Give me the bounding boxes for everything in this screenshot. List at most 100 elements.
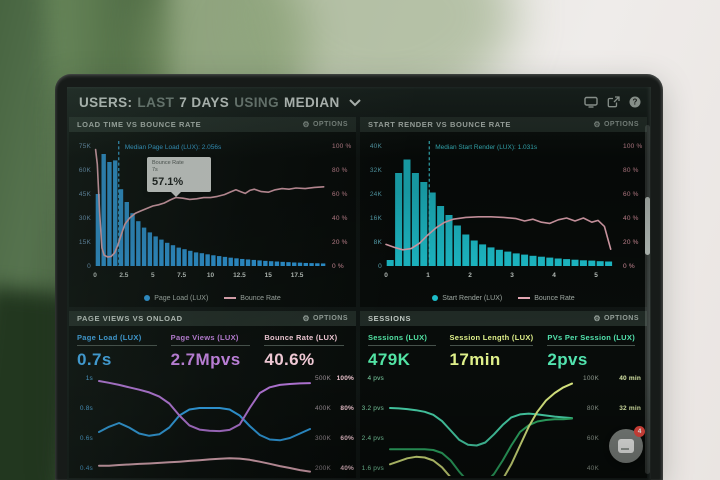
x-axis-tick: 0 xyxy=(93,272,97,279)
line-series xyxy=(98,407,311,442)
sessions-chart[interactable]: 4 pvs 3.2 pvs 2.4 pvs 1.6 pvs 100K 40 min 80K 3… xyxy=(360,370,647,478)
gear-icon: ⚙ xyxy=(593,119,601,129)
page-views-chart[interactable]: 1s 0.8s 0.6s 0.4s 500K 100% 400K 80% 300K 60% 200K… xyxy=(69,370,356,476)
histogram-bar xyxy=(605,261,613,266)
help-icon[interactable]: ? xyxy=(629,96,641,108)
stats-row: Page Load (LUX) 0.7s Page Views (LUX) 2.… xyxy=(69,326,356,370)
histogram-bar xyxy=(176,247,181,266)
y-axis-tick: 1s xyxy=(86,375,94,382)
stat-sessions: Sessions (LUX) 479K xyxy=(368,333,436,370)
x-axis-tick: 12.5 xyxy=(233,272,246,279)
legend-item: Page Load (LUX) xyxy=(144,295,208,302)
legend-line-icon xyxy=(518,297,531,299)
x-axis-tick: 17.5 xyxy=(291,272,304,279)
share-icon[interactable] xyxy=(607,96,620,108)
histogram-bar xyxy=(437,206,445,266)
chart-legend: Start Render (LUX) Bounce Rate xyxy=(360,289,647,307)
histogram-bar xyxy=(165,242,170,266)
options-button[interactable]: ⚙ OPTIONS xyxy=(302,313,348,323)
panel-title: START RENDER VS BOUNCE RATE xyxy=(368,120,512,129)
x-axis-tick: 2 xyxy=(468,272,472,279)
histogram-bar xyxy=(118,189,124,266)
dashboard-screen: USERS: LAST 7 DAYS USING MEDIAN xyxy=(67,87,651,480)
y-axis-tick: 0 xyxy=(87,263,91,270)
display-icon[interactable] xyxy=(584,96,598,108)
scrollbar-thumb[interactable] xyxy=(645,197,650,255)
x-axis-tick: 5 xyxy=(151,272,155,279)
legend-line-icon xyxy=(224,297,237,299)
legend-item: Bounce Rate xyxy=(518,295,575,302)
y-axis-tick: 60K xyxy=(79,167,92,174)
histogram-bar xyxy=(240,258,245,266)
chevron-down-icon[interactable] xyxy=(348,95,361,110)
histogram-bar xyxy=(268,261,274,266)
histogram-bar xyxy=(315,263,320,266)
histogram-bar xyxy=(546,257,554,266)
dashboard-grid: LOAD TIME VS BOUNCE RATE ⚙ OPTIONS 75K 60K… xyxy=(69,117,649,480)
y-axis-tick: 32K xyxy=(370,167,383,174)
scrollbar[interactable] xyxy=(645,125,650,474)
right-axis-tick: 40K xyxy=(587,465,600,472)
x-axis-tick: 4 xyxy=(552,272,556,279)
chat-icon xyxy=(618,439,634,453)
histogram-bar xyxy=(245,259,251,266)
histogram-bar xyxy=(147,232,153,266)
histogram-bar xyxy=(211,255,216,266)
line-series xyxy=(389,382,573,478)
legend-item: Start Render (LUX) xyxy=(432,295,502,302)
tooltip-series: Bounce Rate xyxy=(152,160,184,166)
start-render-chart[interactable]: 40K 32K 24K 16K 8K 0 100 % 80 % 60 % 40 % 20 % 0 % 0… xyxy=(360,132,647,284)
x-axis-tick: 10 xyxy=(207,272,215,279)
right-axis-tick: 60 % xyxy=(623,191,639,198)
histogram-bar xyxy=(274,261,280,266)
chart-tooltip: Bounce Rate 7s 57.1% xyxy=(147,157,211,197)
right-axis-tick: 60K xyxy=(587,435,600,442)
histogram-bar xyxy=(107,162,112,266)
histogram-bar xyxy=(453,225,461,266)
right-axis-tick: 60 % xyxy=(332,191,348,198)
tooltip-x-value: 7s xyxy=(152,167,158,174)
y-axis-tick: 16K xyxy=(370,215,383,222)
histogram-bar xyxy=(320,263,326,266)
histogram-bar xyxy=(428,192,436,266)
histogram-bar xyxy=(95,194,101,266)
y-axis-tick: 0.6s xyxy=(80,435,94,442)
x-axis-tick: 1 xyxy=(426,272,430,279)
right-axis-tick: 20 % xyxy=(623,239,639,246)
panel-sessions: SESSIONS ⚙ OPTIONS Sessions (LUX) 479K Se… xyxy=(360,311,647,478)
panel-title: LOAD TIME VS BOUNCE RATE xyxy=(77,120,202,129)
y-axis-tick: 4 pvs xyxy=(367,375,384,382)
right-axis-tick: 40 % xyxy=(623,215,639,222)
options-button[interactable]: ⚙ OPTIONS xyxy=(593,119,639,129)
histogram-bar xyxy=(571,259,579,266)
median-dropdown[interactable]: MEDIAN xyxy=(283,94,340,110)
right-axis-tick: 80 % xyxy=(332,167,348,174)
chart-legend: Page Load (LUX) Bounce Rate xyxy=(69,289,356,307)
y-axis-tick: 75K xyxy=(79,143,92,150)
histogram-bar xyxy=(395,173,403,266)
histogram-bar xyxy=(554,258,562,266)
right-axis-tick: 40 % xyxy=(332,215,348,222)
stat-page-load: Page Load (LUX) 0.7s xyxy=(77,333,157,370)
load-time-chart[interactable]: 75K 60K 45K 30K 15K 0 100 % 80 % 60 % 40 % 20 % 0 %… xyxy=(69,132,356,284)
histogram-bar xyxy=(257,260,262,266)
panel-header: LOAD TIME VS BOUNCE RATE ⚙ OPTIONS xyxy=(69,117,356,132)
histogram-bar xyxy=(470,240,478,266)
right-axis-tick: 500K xyxy=(315,375,331,382)
gear-icon: ⚙ xyxy=(593,313,601,323)
histogram-bar xyxy=(411,173,419,266)
right-axis-tick: 100 % xyxy=(623,143,642,150)
histogram-bar xyxy=(182,249,187,266)
options-button[interactable]: ⚙ OPTIONS xyxy=(302,119,348,129)
stat-bounce-rate: Bounce Rate (LUX) 40.6% xyxy=(264,333,345,370)
panel-title: SESSIONS xyxy=(368,314,412,323)
right-axis-tick: 100K xyxy=(583,375,599,382)
options-button[interactable]: ⚙ OPTIONS xyxy=(593,313,639,323)
panel-page-views-vs-onload: PAGE VIEWS VS ONLOAD ⚙ OPTIONS Page Load … xyxy=(69,311,356,478)
histogram-bar xyxy=(153,236,158,266)
histogram-bar xyxy=(297,262,303,266)
histogram-bar xyxy=(309,263,314,266)
chat-widget-button[interactable]: 4 xyxy=(609,426,645,463)
right-axis-tick: 40 min xyxy=(619,375,641,382)
histogram-bar xyxy=(130,213,135,266)
